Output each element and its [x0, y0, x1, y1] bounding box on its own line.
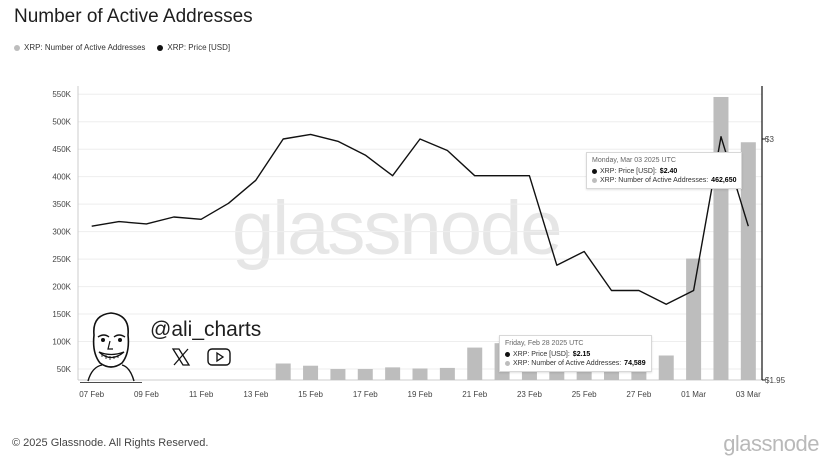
legend-item-active-addresses[interactable]: XRP: Number of Active Addresses: [14, 43, 145, 52]
price-swatch: [505, 352, 510, 357]
addresses-swatch: [592, 178, 597, 183]
x-tick-label: 13 Feb: [243, 390, 268, 399]
x-tick-label: 01 Mar: [681, 390, 706, 399]
x-tick-label: 23 Feb: [517, 390, 542, 399]
tooltip-label: XRP: Price [USD]:: [600, 168, 657, 175]
tooltip-value: 462,650: [711, 177, 737, 184]
x-logo-icon[interactable]: [171, 348, 191, 366]
bar: [275, 363, 291, 380]
bar: [740, 142, 756, 380]
tooltip-row-price: XRP: Price [USD]: $2.15: [505, 351, 646, 358]
price-line: [91, 133, 749, 305]
x-tick-label: 15 Feb: [298, 390, 323, 399]
page-title: Number of Active Addresses: [14, 6, 253, 27]
bar: [439, 367, 455, 380]
tooltip-label: XRP: Price [USD]:: [513, 351, 570, 358]
bar: [686, 258, 702, 380]
y-right-tick-label: $1.95: [765, 376, 786, 385]
tooltip-date: Monday, Mar 03 2025 UTC: [592, 157, 676, 164]
price-swatch: [592, 169, 597, 174]
tooltip-row-price: XRP: Price [USD]: $2.40: [592, 168, 736, 175]
x-tick-label: 07 Feb: [79, 390, 104, 399]
x-tick-label: 19 Feb: [408, 390, 433, 399]
x-tick-label: 21 Feb: [462, 390, 487, 399]
y-tick-label: 50K: [57, 365, 72, 374]
chart-legend: XRP: Number of Active Addresses XRP: Pri…: [14, 43, 230, 52]
tooltip-value: $2.40: [659, 168, 678, 175]
x-tick-label: 09 Feb: [134, 390, 159, 399]
tooltip-row-addresses: XRP: Number of Active Addresses: 462,650: [592, 177, 736, 184]
legend-label: XRP: Price [USD]: [167, 43, 231, 52]
y-tick-label: 250K: [52, 255, 71, 264]
y-tick-label: 350K: [52, 200, 71, 209]
y-tick-label: 100K: [52, 338, 71, 347]
brand-logo: glassnode: [723, 431, 819, 456]
y-tick-label: 400K: [52, 173, 71, 182]
y-tick-label: 450K: [52, 145, 71, 154]
bar: [357, 369, 373, 380]
youtube-icon[interactable]: [207, 348, 231, 366]
tooltip-value: 74,589: [624, 360, 646, 367]
x-tick-label: 17 Feb: [353, 390, 378, 399]
x-tick-label: 03 Mar: [736, 390, 761, 399]
y-tick-label: 200K: [52, 283, 71, 292]
avatar: [80, 312, 142, 383]
bar: [658, 355, 674, 380]
tooltip-value: $2.15: [572, 351, 591, 358]
tooltip-label: XRP: Number of Active Addresses:: [513, 360, 622, 367]
bar: [412, 368, 428, 380]
legend-swatch-black: [157, 44, 164, 51]
x-tick-label: 25 Feb: [572, 390, 597, 399]
addresses-swatch: [505, 361, 510, 366]
x-tick-label: 11 Feb: [189, 390, 214, 399]
tooltip-date: Friday, Feb 28 2025 UTC: [505, 340, 584, 347]
x-tick-label: 27 Feb: [626, 390, 651, 399]
tooltip-feb-28: Friday, Feb 28 2025 UTC XRP: Price [USD]…: [499, 335, 652, 372]
bar: [467, 347, 483, 380]
y-right-tick-label: $3: [765, 135, 774, 144]
y-tick-label: 500K: [52, 118, 71, 127]
legend-item-price[interactable]: XRP: Price [USD]: [157, 43, 230, 52]
tooltip-label: XRP: Number of Active Addresses:: [600, 177, 709, 184]
legend-swatch-gray: [14, 44, 20, 51]
tooltip-mar-03: Monday, Mar 03 2025 UTC XRP: Price [USD]…: [586, 152, 743, 189]
y-tick-label: 300K: [52, 228, 71, 237]
bar: [330, 369, 346, 380]
copyright-text: © 2025 Glassnode. All Rights Reserved.: [12, 437, 209, 449]
y-tick-label: 150K: [52, 310, 71, 319]
tooltip-row-addresses: XRP: Number of Active Addresses: 74,589: [505, 360, 646, 367]
social-handle: @ali_charts: [150, 318, 262, 341]
legend-label: XRP: Number of Active Addresses: [24, 43, 146, 52]
bar: [303, 365, 319, 380]
y-tick-label: 550K: [52, 90, 71, 99]
bar: [385, 367, 401, 380]
